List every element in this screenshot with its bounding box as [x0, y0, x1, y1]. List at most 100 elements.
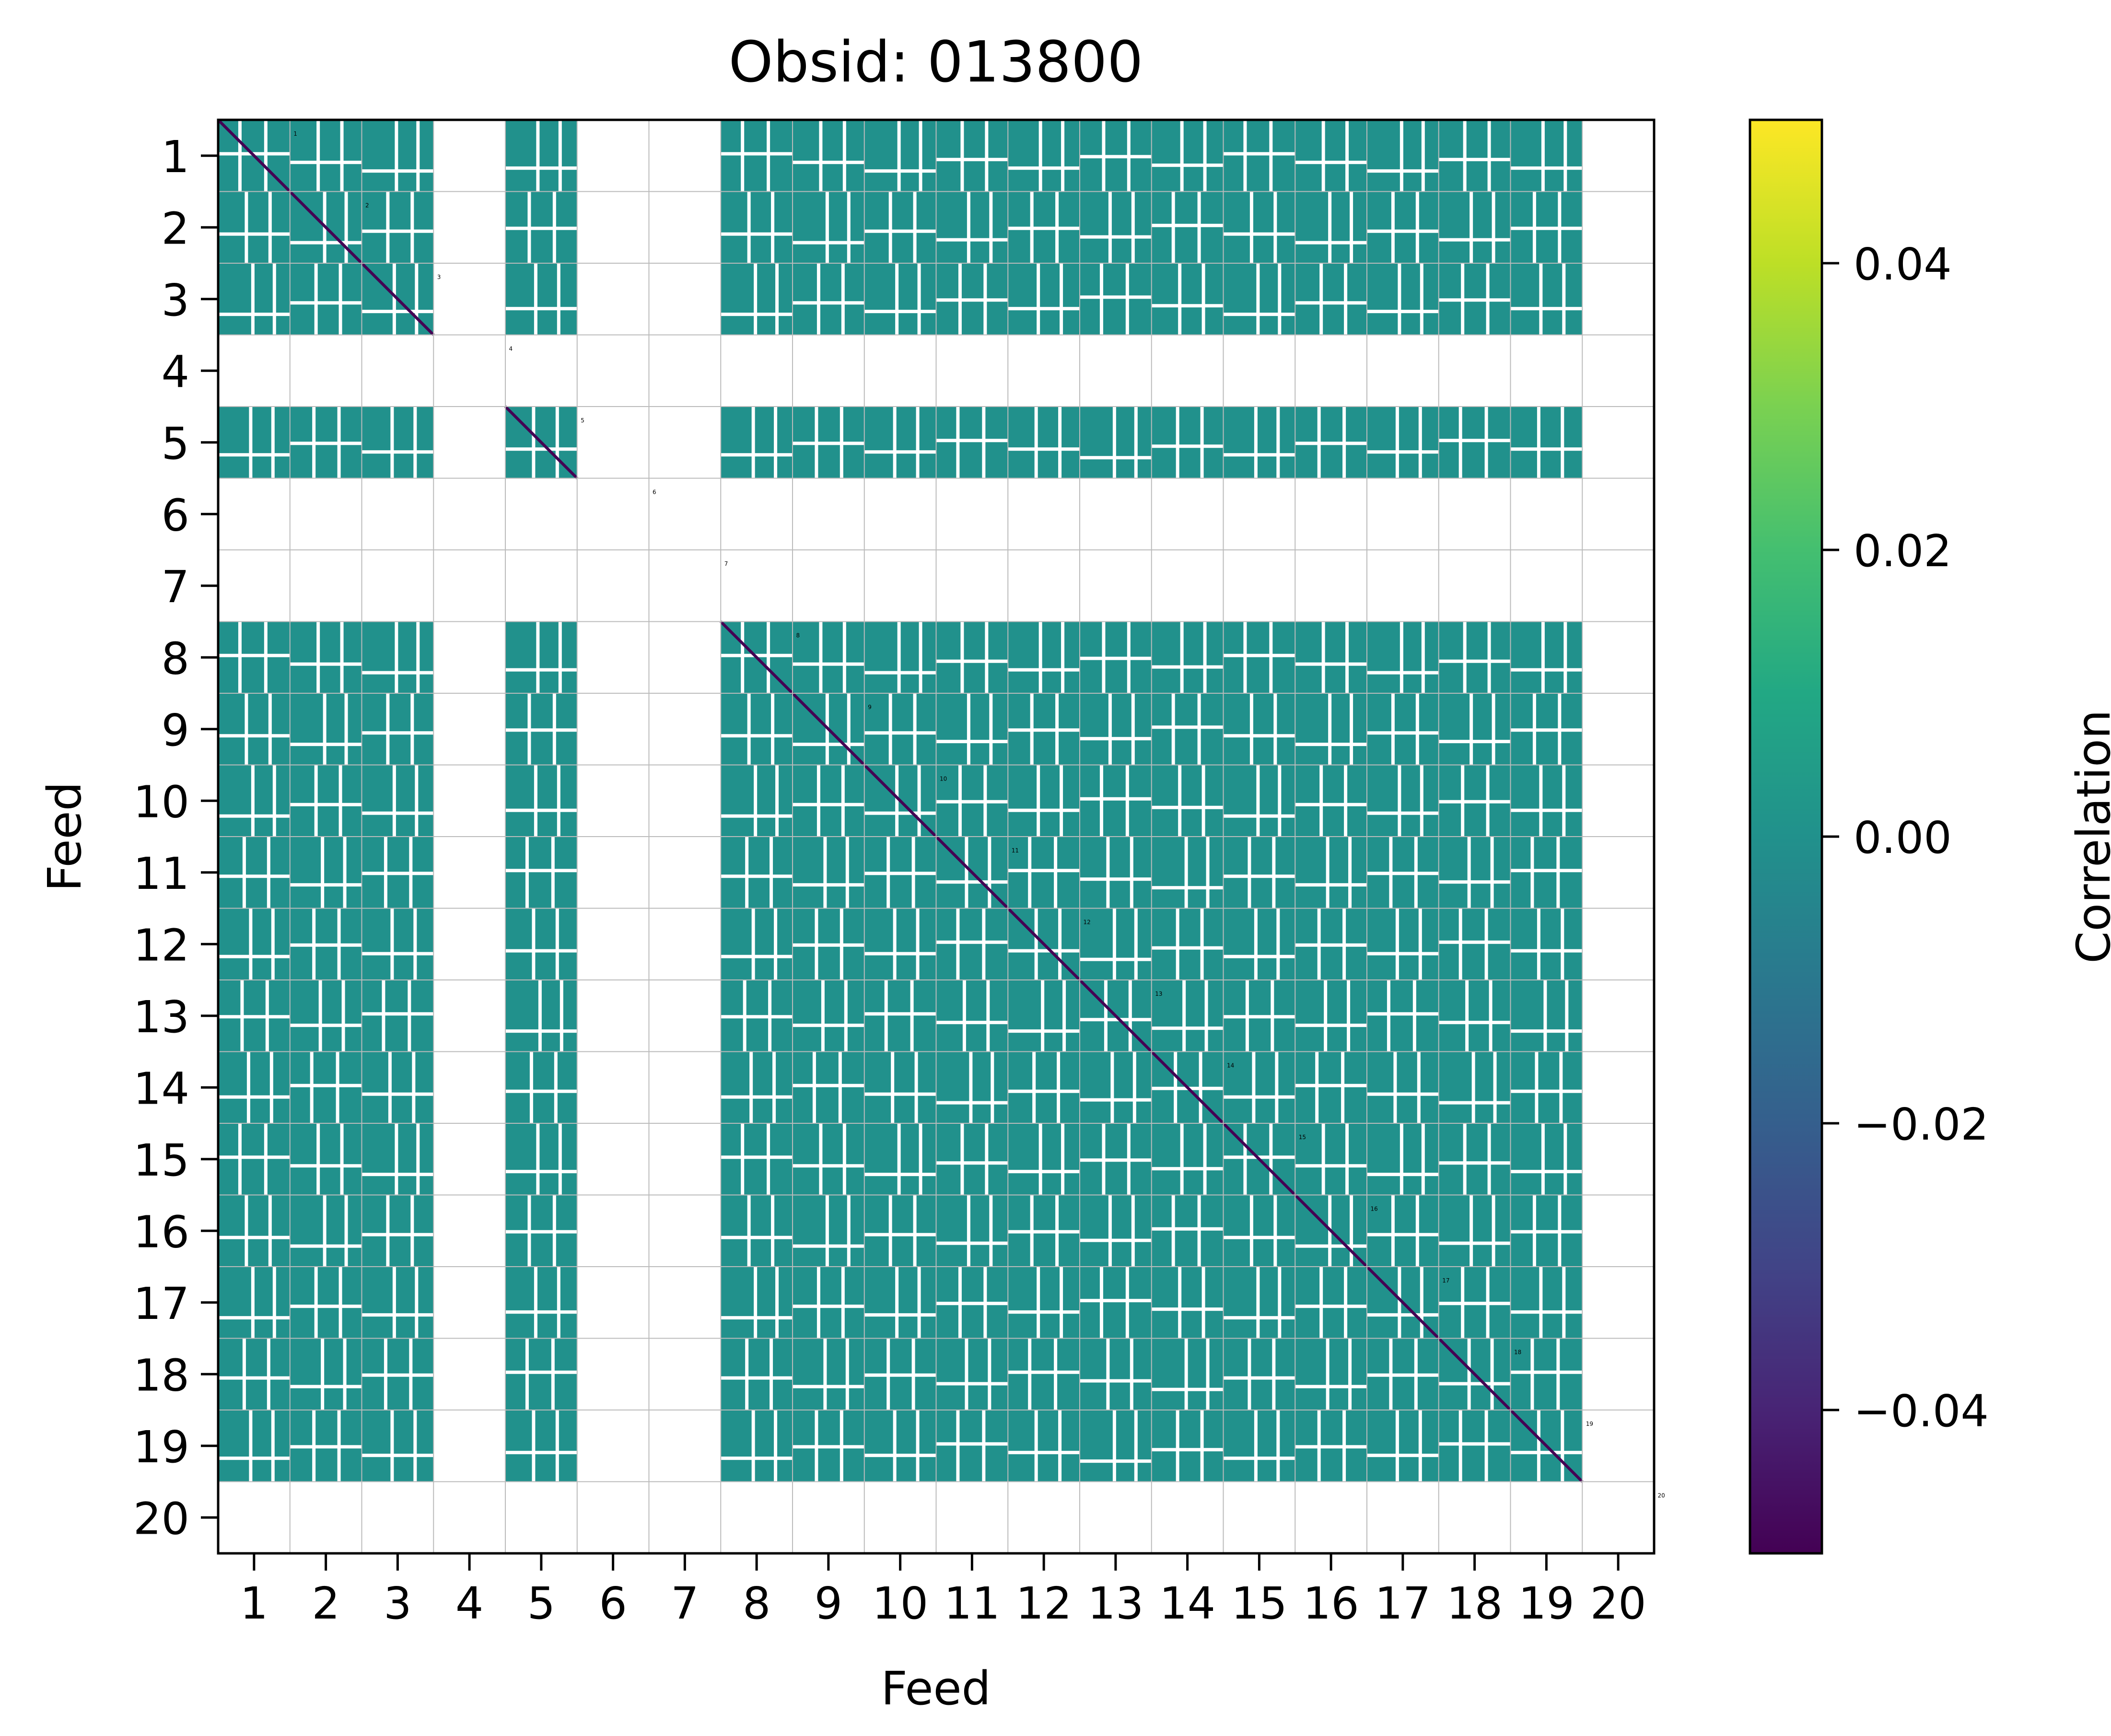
- heatmap-gap: [745, 837, 749, 909]
- heatmap-gap: [1341, 1051, 1345, 1123]
- heatmap-cell: [505, 1123, 577, 1195]
- heatmap-cell: [721, 837, 793, 909]
- heatmap-gap: [1471, 1051, 1475, 1123]
- heatmap-gap: [985, 120, 989, 192]
- heatmap-gap: [721, 734, 793, 738]
- heatmap-gap: [1387, 980, 1390, 1052]
- heatmap-gap: [525, 837, 529, 909]
- heatmap-gap: [362, 1012, 434, 1016]
- heatmap-gap: [1108, 1195, 1112, 1267]
- heatmap-gap: [721, 955, 793, 958]
- heatmap-cell: [1367, 693, 1439, 765]
- heatmap-gap: [1008, 1089, 1080, 1093]
- heatmap-gap: [1176, 908, 1179, 980]
- heatmap-gap: [362, 671, 434, 675]
- heatmap-gap: [558, 120, 562, 192]
- heatmap-gap: [793, 883, 864, 887]
- heatmap-gap: [838, 1051, 842, 1123]
- heatmap-gap: [1295, 442, 1367, 445]
- heatmap-cell: [936, 120, 1008, 192]
- heatmap-gap: [269, 1051, 273, 1123]
- heatmap-gap: [1248, 837, 1251, 909]
- feed-block-label: 10: [940, 775, 947, 782]
- heatmap-gap: [267, 837, 270, 909]
- heatmap-gap: [967, 191, 970, 263]
- heatmap-gap: [242, 1338, 246, 1410]
- diagonal-segment: [863, 764, 937, 838]
- diagonal-segment: [289, 190, 363, 265]
- heatmap-gap: [1060, 765, 1063, 837]
- heatmap-cell: [864, 1195, 936, 1267]
- heatmap-gap: [413, 407, 417, 478]
- heatmap-gap: [721, 1155, 793, 1159]
- heatmap-gap: [825, 191, 829, 263]
- heatmap-gap: [897, 120, 901, 192]
- heatmap-gap: [741, 1123, 745, 1195]
- heatmap-gap: [1112, 407, 1116, 478]
- heatmap-gap: [1510, 1089, 1583, 1093]
- diagonal-segment: [935, 835, 1009, 909]
- heatmap-gap: [893, 908, 897, 980]
- heatmap-gap: [321, 837, 325, 909]
- heatmap-gap: [1417, 1051, 1421, 1123]
- heatmap-gap: [505, 1370, 577, 1374]
- heatmap-gap: [362, 310, 434, 314]
- heatmap-gap: [864, 310, 936, 314]
- heatmap-cell: [218, 1338, 290, 1410]
- heatmap-gap: [721, 453, 793, 457]
- heatmap-gap: [864, 1233, 936, 1236]
- diagonal-segment: [1294, 1194, 1368, 1268]
- heatmap-gap: [362, 952, 434, 955]
- heatmap-cell: [864, 980, 936, 1052]
- heatmap-cell: [1438, 1195, 1511, 1267]
- heatmap-gap: [1176, 1410, 1179, 1482]
- heatmap-gap: [721, 1376, 793, 1380]
- heatmap-cell: [362, 1267, 434, 1339]
- heatmap-cell: [1008, 1051, 1080, 1123]
- heatmap-gap: [1391, 1195, 1395, 1267]
- heatmap-cell: [721, 120, 793, 192]
- heatmap-gap: [1099, 263, 1103, 335]
- heatmap-gap: [842, 621, 846, 693]
- heatmap-gap: [416, 120, 420, 192]
- heatmap-gap: [1080, 1459, 1152, 1463]
- heatmap-gap: [1249, 693, 1253, 765]
- heatmap-cell: [1080, 693, 1152, 765]
- heatmap-cell: [505, 263, 577, 335]
- heatmap-gap: [1562, 765, 1566, 837]
- heatmap-gap: [919, 621, 922, 693]
- heatmap-gap: [238, 1123, 242, 1195]
- y-tick-label: 10: [133, 776, 189, 827]
- heatmap-gap: [416, 621, 420, 693]
- heatmap-cell: [1438, 837, 1511, 909]
- heatmap-gap: [1223, 1376, 1295, 1380]
- heatmap-gap: [1561, 908, 1564, 980]
- heatmap-cell: [793, 980, 864, 1052]
- heatmap-gap: [416, 1123, 420, 1195]
- heatmap-gap: [1420, 765, 1423, 837]
- heatmap-gap: [242, 837, 246, 909]
- heatmap-cell: [1510, 837, 1583, 909]
- heatmap-gap: [793, 241, 864, 245]
- heatmap-gap: [721, 1235, 793, 1239]
- heatmap-gap: [344, 191, 348, 263]
- heatmap-gap: [1223, 152, 1295, 156]
- heatmap-gap: [1556, 837, 1560, 909]
- heatmap-gap: [1151, 223, 1224, 227]
- heatmap-cell: [1295, 1123, 1367, 1195]
- heatmap-gap: [316, 1123, 320, 1195]
- heatmap-gap: [989, 191, 993, 263]
- heatmap-gap: [749, 1051, 753, 1123]
- heatmap-gap: [1134, 407, 1138, 478]
- heatmap-gap: [290, 743, 362, 746]
- heatmap-gap: [1510, 1370, 1583, 1374]
- heatmap-gap: [1254, 908, 1258, 980]
- heatmap-cell: [362, 980, 434, 1052]
- heatmap-gap: [1510, 1310, 1583, 1314]
- heatmap-gap: [1295, 803, 1367, 806]
- feed-block-label: 13: [1155, 990, 1162, 997]
- heatmap-gap: [1510, 447, 1583, 451]
- heatmap-gap: [341, 980, 345, 1052]
- heatmap-gap: [936, 880, 1008, 884]
- heatmap-gap: [721, 152, 793, 156]
